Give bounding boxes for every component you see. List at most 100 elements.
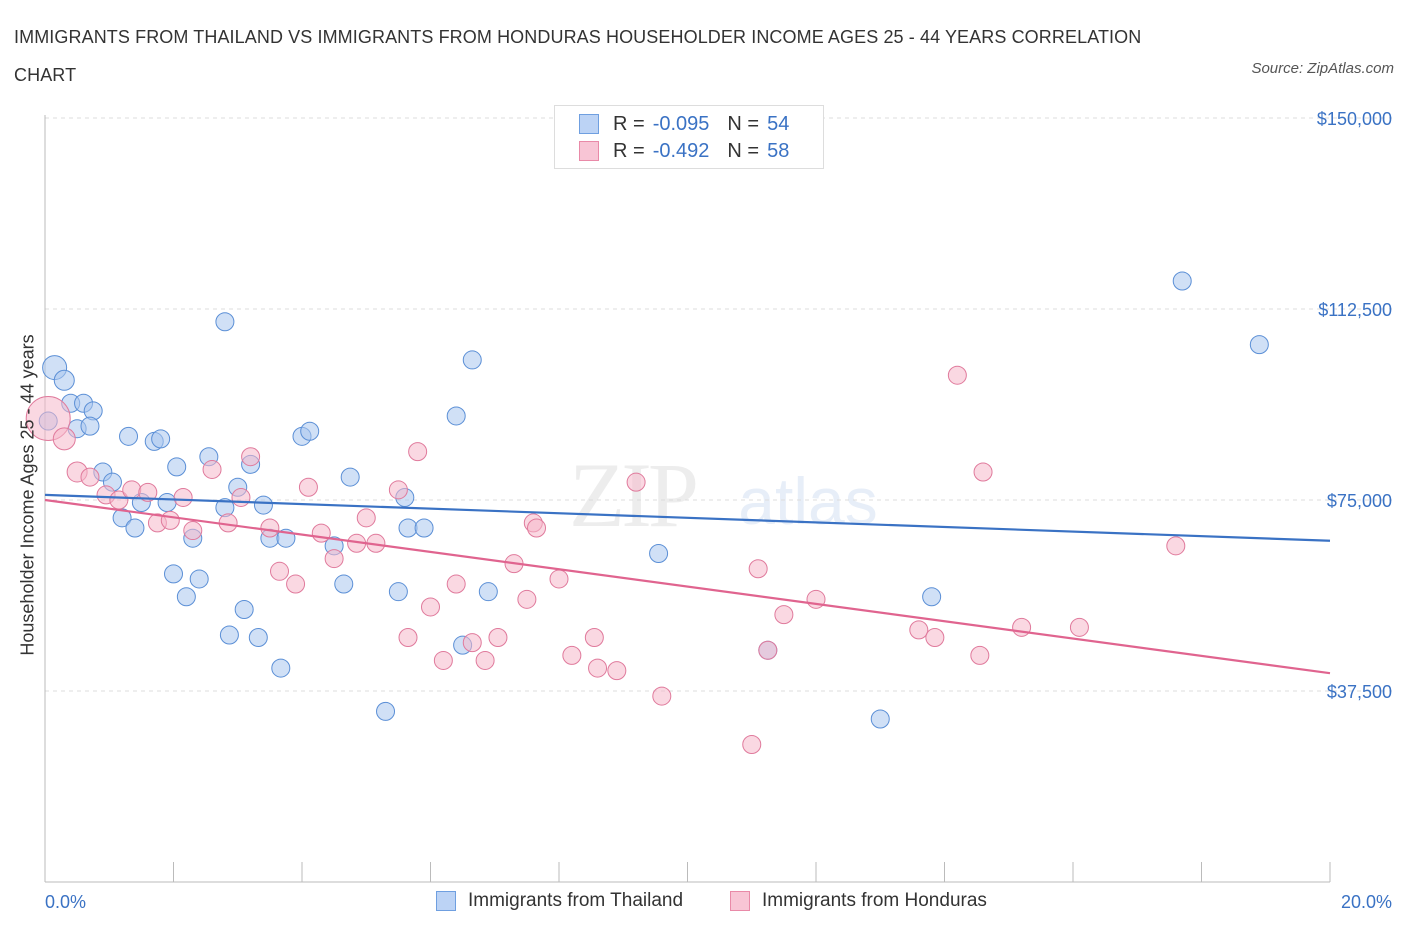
thailand-point (80, 416, 100, 436)
honduras-point (475, 650, 495, 670)
honduras-point (1012, 617, 1032, 637)
honduras-point (421, 597, 440, 617)
honduras-point (446, 574, 466, 594)
honduras-point (1069, 617, 1089, 637)
honduras-point (970, 645, 990, 665)
honduras-point (1166, 536, 1186, 556)
honduras-point (80, 467, 100, 487)
legend-row-honduras: R = -0.492 N = 58 (579, 138, 789, 164)
honduras-point (270, 561, 290, 581)
honduras-point (398, 628, 418, 648)
bottom-legend-swatch-thailand (436, 891, 456, 911)
honduras-point (298, 477, 318, 497)
honduras-point (527, 518, 547, 538)
thailand-point (649, 543, 669, 563)
honduras-point (909, 620, 929, 640)
thailand-point (167, 457, 187, 477)
legend-swatch-honduras (579, 141, 599, 161)
honduras-trend-line (44, 498, 1331, 675)
legend-r-label: R = (613, 112, 645, 135)
legend-n-label: N = (727, 112, 760, 135)
honduras-point (408, 442, 428, 462)
honduras-point (241, 447, 261, 467)
thailand-point (189, 569, 209, 589)
watermark-zip: ZIP (569, 444, 696, 546)
legend-swatch-thailand (579, 114, 599, 134)
honduras-point (462, 633, 482, 653)
thailand-point (870, 709, 890, 729)
honduras-point (160, 510, 180, 530)
bottom-legend-label-thailand: Immigrants from Thailand (468, 890, 684, 911)
honduras-point (388, 480, 408, 500)
y-axis-label: Householder Income Ages 25 - 44 years (17, 334, 38, 656)
honduras-point (517, 589, 537, 609)
thailand-point (125, 518, 145, 538)
honduras-point (742, 734, 762, 754)
y-tick-label: $150,000 (1317, 109, 1392, 129)
legend-row-thailand: R = -0.095 N = 54 (579, 111, 789, 137)
chart-title: IMMIGRANTS FROM THAILAND VS IMMIGRANTS F… (14, 27, 1142, 85)
thailand-point (1172, 271, 1192, 291)
honduras-point (607, 661, 627, 681)
honduras-point (588, 658, 608, 678)
honduras-point (652, 686, 672, 706)
thailand-point (53, 369, 75, 391)
legend-r-value-honduras: -0.492 (652, 139, 710, 162)
y-tick-label: $37,500 (1327, 682, 1392, 702)
trend-lines (44, 493, 1331, 675)
bottom-legend-label-honduras: Immigrants from Honduras (762, 890, 987, 911)
series-honduras-points (25, 365, 1186, 754)
source-note: Source: ZipAtlas.com (1251, 60, 1394, 77)
thailand-point (340, 467, 360, 487)
honduras-point (286, 574, 306, 594)
honduras-point (202, 459, 222, 479)
honduras-point (173, 487, 193, 507)
honduras-point (122, 480, 142, 500)
watermark-atlas: atlas (738, 464, 877, 538)
honduras-point (584, 628, 604, 648)
thailand-point (300, 421, 320, 441)
thailand-point (334, 574, 354, 594)
honduras-point (947, 365, 967, 385)
thailand-point (271, 658, 291, 678)
honduras-point (626, 472, 646, 492)
thailand-point (462, 350, 482, 370)
thailand-point (151, 429, 171, 449)
thailand-point (157, 493, 177, 513)
thailand-point (398, 518, 418, 538)
honduras-point (356, 508, 376, 528)
thailand-trend-line (44, 493, 1331, 542)
thailand-point (478, 582, 498, 602)
y-tick-label: $112,500 (1318, 300, 1392, 320)
axes (44, 115, 1331, 883)
honduras-point (488, 628, 508, 648)
honduras-point (748, 559, 768, 579)
honduras-point (52, 427, 76, 451)
honduras-point (138, 482, 158, 502)
honduras-point (260, 518, 280, 538)
honduras-point (774, 605, 794, 625)
legend-r-value-thailand: -0.095 (652, 112, 710, 135)
thailand-point (922, 587, 942, 607)
legend-n-value-thailand: 54 (767, 112, 790, 135)
x-tick-label-max: 20.0% (1341, 892, 1392, 912)
honduras-point (433, 650, 453, 670)
y-tick-label: $75,000 (1327, 491, 1392, 511)
thailand-point (248, 628, 268, 648)
thailand-point (446, 406, 466, 426)
honduras-point (925, 628, 945, 648)
honduras-point (758, 640, 778, 660)
bottom-legend-swatch-honduras (730, 891, 750, 911)
watermark: ZIP atlas (569, 444, 878, 546)
thailand-point (1249, 335, 1269, 355)
honduras-point (311, 523, 331, 543)
thailand-point (119, 426, 139, 446)
honduras-point (549, 569, 569, 589)
honduras-point (231, 487, 251, 507)
thailand-point (215, 312, 235, 332)
thailand-point (164, 564, 183, 584)
tick-labels: $37,500 $75,000 $112,500 $150,000 0.0% 20.0% (45, 109, 1392, 912)
honduras-point (183, 521, 203, 541)
thailand-point (176, 587, 196, 607)
